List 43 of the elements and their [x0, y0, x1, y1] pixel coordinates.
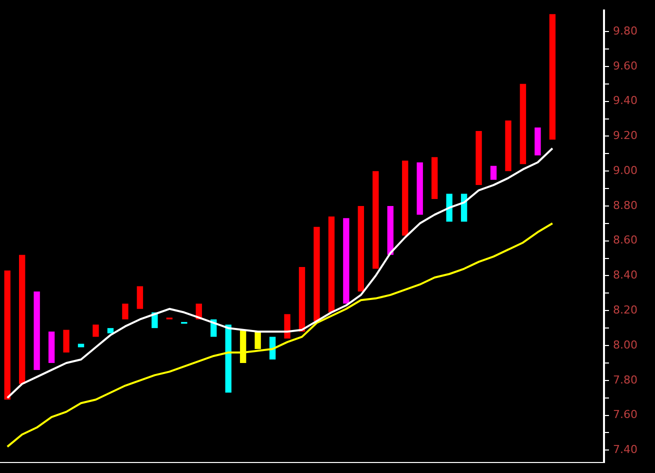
y-tick-label: 8.80 — [613, 198, 638, 212]
bar — [48, 332, 55, 363]
bar — [78, 344, 84, 348]
y-tick-label: 9.80 — [613, 24, 638, 38]
bar — [4, 270, 10, 400]
bar — [446, 194, 452, 222]
bar — [298, 267, 306, 332]
bar — [254, 332, 261, 350]
y-tick-label: 9.40 — [613, 94, 638, 108]
y-tick-label: 7.80 — [613, 373, 638, 386]
y-tick-label: 8.20 — [613, 303, 638, 316]
bar — [549, 14, 556, 140]
bar — [107, 328, 114, 334]
bar — [402, 160, 408, 236]
bar — [431, 157, 438, 199]
bar — [343, 218, 350, 304]
bar — [534, 127, 541, 156]
bar — [372, 171, 379, 269]
y-tick-label: 8.60 — [613, 234, 638, 247]
y-tick-label: 9.20 — [613, 129, 638, 142]
bar — [34, 291, 40, 370]
bar — [136, 286, 144, 309]
y-tick-label: 7.40 — [613, 443, 638, 456]
bar — [358, 206, 364, 292]
bar — [122, 304, 128, 320]
bar — [225, 324, 232, 393]
bar — [284, 314, 290, 339]
bar — [416, 162, 423, 215]
bar — [387, 206, 394, 255]
bar — [476, 130, 482, 186]
y-tick-label: 7.60 — [613, 408, 638, 422]
bar — [92, 324, 99, 337]
y-tick-label: 8.00 — [613, 338, 638, 352]
y-tick-label: 9.60 — [613, 59, 638, 72]
y-tick-label: 9.00 — [613, 164, 638, 177]
y-tick-label: 8.40 — [613, 268, 638, 282]
bar — [328, 216, 335, 312]
bar — [314, 226, 320, 322]
bar — [63, 330, 70, 353]
bar — [520, 84, 526, 164]
bar — [505, 120, 512, 172]
bar — [490, 166, 497, 180]
bar — [19, 254, 26, 384]
